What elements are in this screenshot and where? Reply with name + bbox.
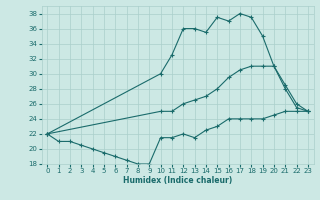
X-axis label: Humidex (Indice chaleur): Humidex (Indice chaleur) <box>123 176 232 185</box>
